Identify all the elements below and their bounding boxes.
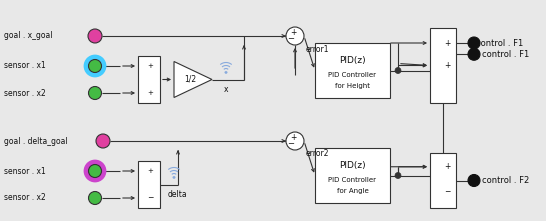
Text: sensor . x1: sensor . x1 [4, 61, 46, 70]
Circle shape [225, 71, 227, 74]
Text: sensor . x2: sensor . x2 [4, 88, 46, 97]
Text: +: + [147, 63, 153, 69]
Text: control . F2: control . F2 [482, 176, 529, 185]
Circle shape [88, 192, 102, 204]
Text: PID Controller: PID Controller [329, 177, 377, 183]
Text: +: + [444, 162, 450, 171]
Bar [430, 28, 456, 103]
Text: −: − [444, 187, 450, 196]
Text: sensor . x1: sensor . x1 [4, 166, 46, 175]
Text: for Angle: for Angle [337, 188, 369, 194]
Circle shape [468, 37, 480, 49]
Text: PID Controller: PID Controller [329, 72, 377, 78]
Text: x: x [224, 85, 228, 94]
Circle shape [395, 67, 401, 74]
Text: +: + [444, 38, 450, 48]
Text: goal . x_goal: goal . x_goal [4, 32, 52, 40]
Circle shape [468, 175, 480, 187]
Text: for Height: for Height [335, 83, 370, 89]
Circle shape [468, 48, 480, 60]
Bar [138, 56, 160, 103]
Circle shape [96, 134, 110, 148]
Text: control . F1: control . F1 [476, 38, 523, 48]
Circle shape [286, 132, 304, 150]
Text: −: − [287, 139, 294, 148]
Text: 1/2: 1/2 [184, 75, 196, 84]
Bar [315, 43, 390, 98]
Circle shape [173, 176, 175, 179]
Text: −: − [147, 194, 153, 202]
Circle shape [88, 86, 102, 99]
Circle shape [286, 27, 304, 45]
Bar [138, 161, 160, 208]
Text: error1: error1 [306, 44, 329, 53]
Circle shape [85, 161, 105, 181]
Polygon shape [174, 61, 212, 97]
Text: +: + [147, 168, 153, 174]
Text: PID(z): PID(z) [339, 161, 366, 170]
Text: error2: error2 [306, 149, 329, 158]
Text: control . F1: control . F1 [482, 50, 529, 59]
Text: −: − [287, 34, 294, 43]
Bar [430, 153, 456, 208]
Circle shape [88, 164, 102, 177]
Bar [315, 148, 390, 203]
Text: sensor . x2: sensor . x2 [4, 194, 46, 202]
Text: +: + [290, 28, 297, 37]
Circle shape [88, 59, 102, 72]
Text: PID(z): PID(z) [339, 56, 366, 65]
Text: goal . delta_goal: goal . delta_goal [4, 137, 68, 145]
Text: delta: delta [168, 190, 188, 199]
Circle shape [85, 56, 105, 76]
Text: +: + [290, 133, 297, 142]
Circle shape [88, 29, 102, 43]
Circle shape [395, 173, 401, 179]
Text: +: + [147, 90, 153, 96]
Text: +: + [444, 61, 450, 70]
